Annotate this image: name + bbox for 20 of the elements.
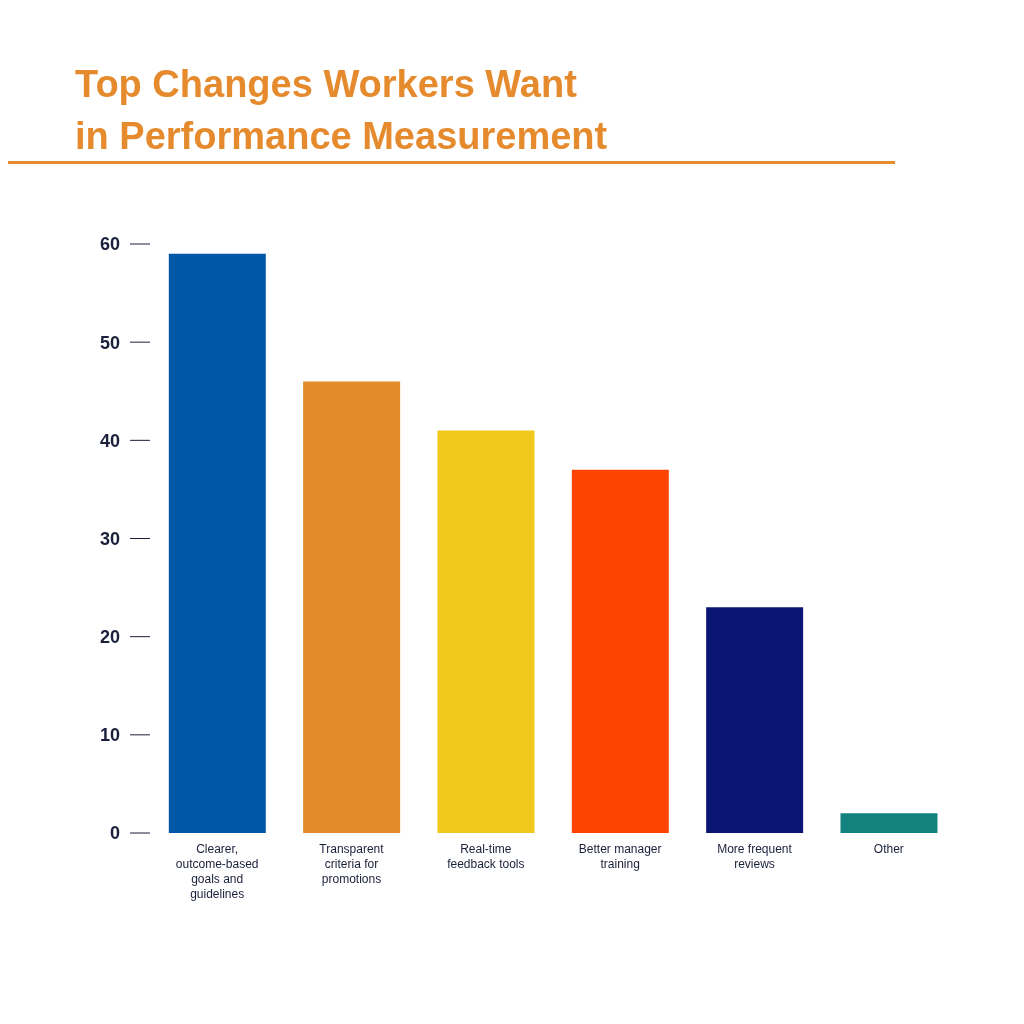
x-tick-label: More frequent reviews xyxy=(717,842,793,871)
y-tick-label: 60 xyxy=(99,234,120,255)
x-tick-label: Better manager training xyxy=(578,842,662,871)
bar xyxy=(303,381,401,833)
x-tick-label: Other xyxy=(873,842,904,856)
y-tick-label: 0 xyxy=(109,823,120,844)
y-tick-label: 20 xyxy=(99,627,120,648)
bar xyxy=(706,607,804,833)
chart-title: Top Changes Workers Want in Performance Measurement xyxy=(75,62,608,159)
bar xyxy=(840,813,938,833)
bar xyxy=(437,430,535,833)
x-tick-label: Real-time feedback tools xyxy=(447,842,525,871)
bar xyxy=(168,253,266,833)
y-tick-label: 40 xyxy=(99,430,120,451)
y-tick-label: 10 xyxy=(99,725,120,746)
x-tick-label: Clearer, outcome-based goals and guidelines xyxy=(175,842,259,901)
y-tick-label: 30 xyxy=(99,528,120,549)
y-tick-label: 50 xyxy=(99,332,120,353)
bar xyxy=(571,469,669,833)
x-tick-label: Transparent criteria for promotions xyxy=(319,842,385,886)
